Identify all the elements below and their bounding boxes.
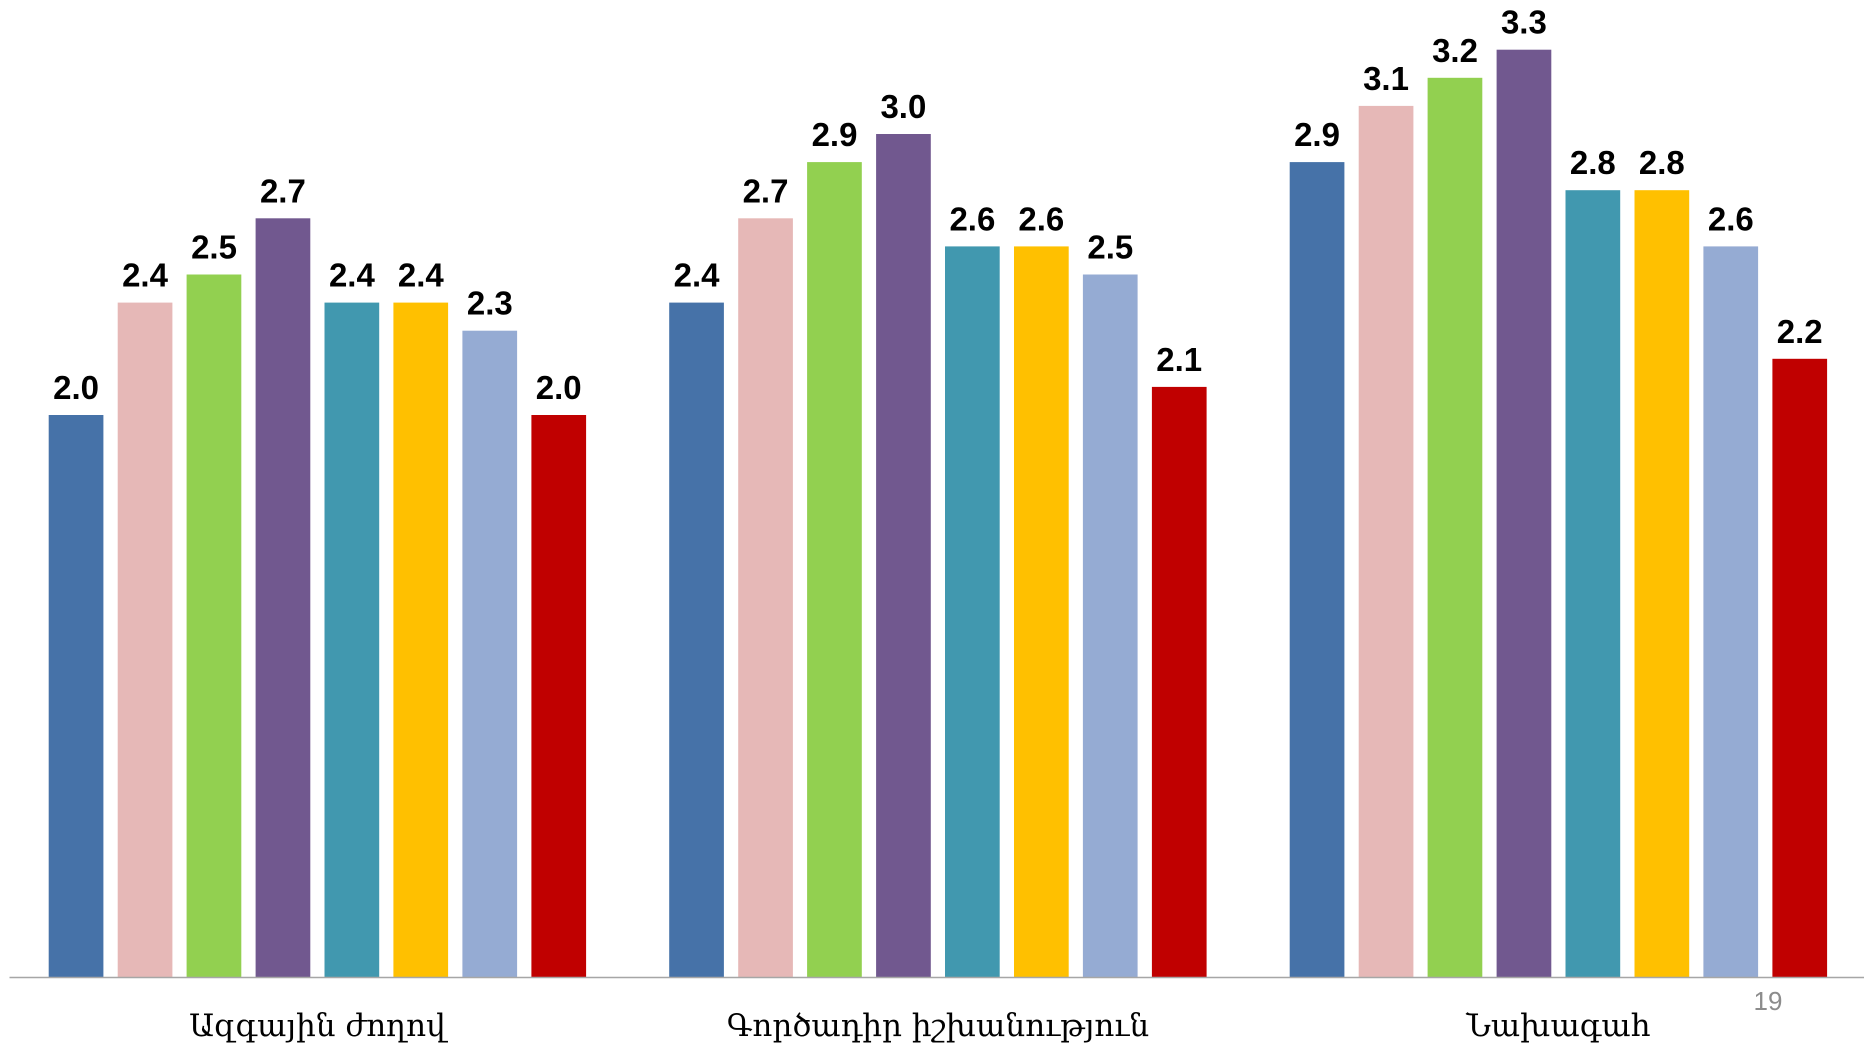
bar-3-1: [1289, 162, 1345, 978]
bar-3-2: [1358, 105, 1414, 977]
data-labels-layer: 2.0 2.4 2.5 2.7 2.4 2.4 2.3 2.0 2.4 2.7 2.9 3.0 2.6 2…: [53, 4, 1822, 406]
data-label-2-3: 2.9: [812, 116, 858, 153]
data-label-1-4: 2.7: [260, 172, 306, 209]
bar-2-2: [738, 218, 793, 978]
bar-1-7: [462, 330, 518, 977]
bar-3-5: [1565, 190, 1621, 977]
bar-2-1: [669, 302, 724, 978]
bar-3-8: [1772, 358, 1828, 977]
page-number: 19: [1753, 986, 1783, 1016]
data-label-2-8: 2.1: [1156, 341, 1202, 378]
data-label-2-2: 2.7: [743, 172, 789, 209]
data-label-2-4: 3.0: [880, 88, 926, 125]
data-label-1-3: 2.5: [191, 229, 237, 266]
bar-2-6: [1014, 246, 1069, 977]
bar-3-3: [1427, 77, 1483, 978]
bar-3-6: [1634, 190, 1690, 977]
data-label-1-5: 2.4: [329, 257, 376, 294]
data-label-2-6: 2.6: [1018, 200, 1064, 237]
data-label-2-1: 2.4: [674, 257, 721, 294]
data-label-3-1: 2.9: [1294, 116, 1340, 153]
category-label-1: Ազգային ժողով: [189, 1008, 448, 1044]
data-label-1-1: 2.0: [53, 369, 99, 406]
data-label-3-3: 3.2: [1432, 32, 1478, 69]
bar-1-6: [393, 302, 449, 978]
data-label-3-8: 2.2: [1777, 313, 1823, 350]
bar-2-7: [1082, 274, 1138, 977]
bar-2-3: [807, 162, 862, 978]
bar-3-7: [1703, 246, 1759, 977]
bar-1-5: [324, 302, 380, 978]
data-label-3-2: 3.1: [1363, 60, 1409, 97]
data-label-3-7: 2.6: [1708, 200, 1754, 237]
category-label-3: Նախագահ: [1465, 1008, 1650, 1044]
data-label-1-6: 2.4: [398, 257, 445, 294]
category-label-2: Գործադիր իշխանություն: [727, 1008, 1149, 1044]
data-label-1-2: 2.4: [122, 257, 169, 294]
category-labels: Ազգային ժողով Գործադիր իշխանություն Նախագա…: [189, 1008, 1650, 1044]
data-label-1-7: 2.3: [467, 285, 513, 322]
data-label-3-4: 3.3: [1501, 4, 1547, 41]
bar-2-5: [945, 246, 1000, 977]
bar-2-8: [1151, 386, 1207, 977]
data-label-1-8: 2.0: [536, 369, 582, 406]
bar-3-4: [1496, 49, 1552, 977]
bar-1-1: [48, 415, 104, 977]
bar-1-8: [531, 415, 587, 977]
bars-layer: [48, 49, 1828, 978]
data-label-2-5: 2.6: [949, 200, 995, 237]
data-label-2-7: 2.5: [1087, 229, 1133, 266]
bar-1-4: [255, 218, 311, 978]
bar-1-3: [186, 274, 242, 977]
bar-1-2: [117, 302, 173, 978]
data-label-3-5: 2.8: [1570, 144, 1616, 181]
bar-2-4: [876, 134, 931, 977]
data-label-3-6: 2.8: [1639, 144, 1685, 181]
